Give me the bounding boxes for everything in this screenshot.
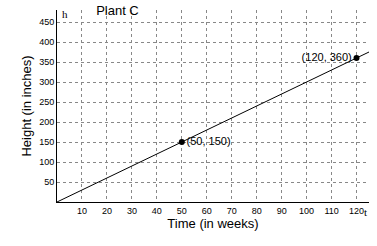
svg-text:450: 450 bbox=[39, 17, 54, 27]
svg-text:70: 70 bbox=[227, 206, 237, 216]
svg-text:Plant C: Plant C bbox=[96, 3, 139, 18]
svg-text:50: 50 bbox=[177, 206, 187, 216]
svg-text:150: 150 bbox=[39, 137, 54, 147]
svg-text:250: 250 bbox=[39, 97, 54, 107]
svg-text:300: 300 bbox=[39, 77, 54, 87]
svg-text:120: 120 bbox=[349, 206, 364, 216]
svg-text:200: 200 bbox=[39, 117, 54, 127]
svg-text:400: 400 bbox=[39, 37, 54, 47]
svg-text:110: 110 bbox=[324, 206, 338, 216]
svg-text:100: 100 bbox=[299, 206, 314, 216]
svg-text:350: 350 bbox=[39, 57, 54, 67]
svg-text:20: 20 bbox=[102, 206, 112, 216]
svg-text:40: 40 bbox=[152, 206, 162, 216]
svg-text:(50, 150): (50, 150) bbox=[187, 135, 231, 147]
svg-text:60: 60 bbox=[202, 206, 212, 216]
svg-text:80: 80 bbox=[252, 206, 262, 216]
svg-text:100: 100 bbox=[39, 157, 54, 167]
svg-text:Height (in inches): Height (in inches) bbox=[19, 55, 34, 156]
svg-text:t: t bbox=[364, 206, 367, 218]
svg-text:50: 50 bbox=[44, 177, 54, 187]
svg-text:30: 30 bbox=[127, 206, 137, 216]
svg-text:h: h bbox=[62, 8, 68, 20]
svg-text:Time (in weeks): Time (in weeks) bbox=[167, 216, 258, 231]
svg-text:(120, 360): (120, 360) bbox=[302, 51, 352, 63]
svg-text:90: 90 bbox=[277, 206, 287, 216]
svg-text:10: 10 bbox=[77, 206, 87, 216]
